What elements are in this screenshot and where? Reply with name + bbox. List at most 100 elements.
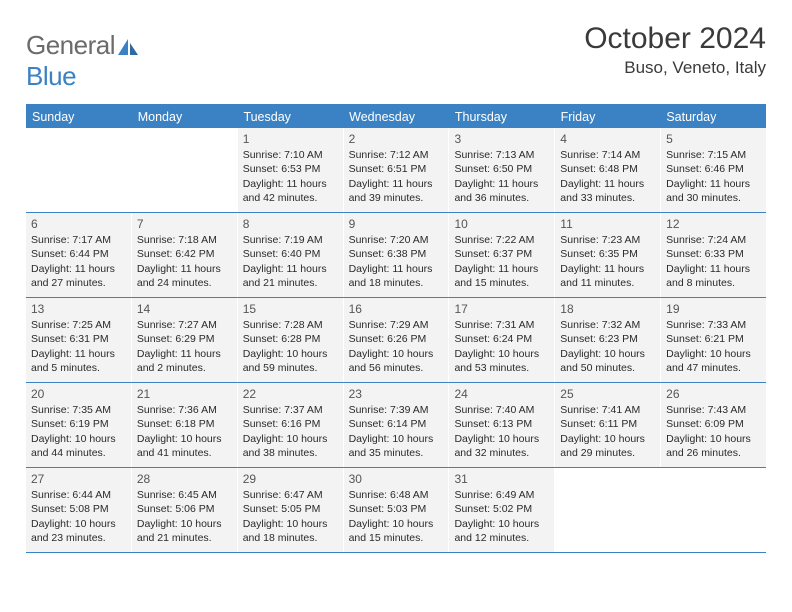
sunset-line: Sunset: 6:48 PM [560, 162, 655, 176]
sunset-line: Sunset: 5:03 PM [349, 502, 444, 516]
empty-cell [555, 468, 661, 552]
daylight-line: Daylight: 10 hours and 38 minutes. [243, 432, 338, 460]
sunrise-line: Sunrise: 7:41 AM [560, 403, 655, 417]
daylight-line: Daylight: 11 hours and 11 minutes. [560, 262, 655, 290]
week-row: 1Sunrise: 7:10 AMSunset: 6:53 PMDaylight… [26, 128, 766, 213]
sunrise-line: Sunrise: 7:24 AM [666, 233, 761, 247]
sunset-line: Sunset: 6:29 PM [137, 332, 232, 346]
day-cell: 2Sunrise: 7:12 AMSunset: 6:51 PMDaylight… [344, 128, 450, 212]
sunset-line: Sunset: 6:14 PM [349, 417, 444, 431]
day-cell: 31Sunrise: 6:49 AMSunset: 5:02 PMDayligh… [449, 468, 555, 552]
day-cell: 10Sunrise: 7:22 AMSunset: 6:37 PMDayligh… [449, 213, 555, 297]
sunset-line: Sunset: 6:19 PM [31, 417, 126, 431]
day-number: 14 [137, 301, 232, 317]
daylight-line: Daylight: 10 hours and 44 minutes. [31, 432, 126, 460]
location-text: Buso, Veneto, Italy [584, 58, 766, 78]
empty-cell [26, 128, 132, 212]
sunrise-line: Sunrise: 7:29 AM [349, 318, 444, 332]
daylight-line: Daylight: 10 hours and 18 minutes. [243, 517, 338, 545]
sunset-line: Sunset: 6:37 PM [454, 247, 549, 261]
calendar-grid: SundayMondayTuesdayWednesdayThursdayFrid… [26, 104, 766, 553]
day-number: 8 [243, 216, 338, 232]
daylight-line: Daylight: 10 hours and 12 minutes. [454, 517, 549, 545]
sunrise-line: Sunrise: 7:14 AM [560, 148, 655, 162]
day-cell: 26Sunrise: 7:43 AMSunset: 6:09 PMDayligh… [661, 383, 766, 467]
calendar-page: GeneralBlue October 2024 Buso, Veneto, I… [0, 0, 792, 571]
sunrise-line: Sunrise: 7:33 AM [666, 318, 761, 332]
day-cell: 3Sunrise: 7:13 AMSunset: 6:50 PMDaylight… [449, 128, 555, 212]
day-number: 19 [666, 301, 761, 317]
daylight-line: Daylight: 10 hours and 32 minutes. [454, 432, 549, 460]
day-cell: 29Sunrise: 6:47 AMSunset: 5:05 PMDayligh… [238, 468, 344, 552]
sunset-line: Sunset: 6:50 PM [454, 162, 549, 176]
daylight-line: Daylight: 11 hours and 5 minutes. [31, 347, 126, 375]
daylight-line: Daylight: 10 hours and 59 minutes. [243, 347, 338, 375]
day-cell: 7Sunrise: 7:18 AMSunset: 6:42 PMDaylight… [132, 213, 238, 297]
logo-text-blue: Blue [26, 61, 76, 91]
day-cell: 12Sunrise: 7:24 AMSunset: 6:33 PMDayligh… [661, 213, 766, 297]
day-number: 20 [31, 386, 126, 402]
daylight-line: Daylight: 10 hours and 41 minutes. [137, 432, 232, 460]
sunset-line: Sunset: 6:13 PM [454, 417, 549, 431]
sunrise-line: Sunrise: 7:39 AM [349, 403, 444, 417]
daylight-line: Daylight: 10 hours and 29 minutes. [560, 432, 655, 460]
day-cell: 24Sunrise: 7:40 AMSunset: 6:13 PMDayligh… [449, 383, 555, 467]
daylight-line: Daylight: 11 hours and 15 minutes. [454, 262, 549, 290]
day-number: 13 [31, 301, 126, 317]
day-cell: 20Sunrise: 7:35 AMSunset: 6:19 PMDayligh… [26, 383, 132, 467]
sunset-line: Sunset: 6:53 PM [243, 162, 338, 176]
sunset-line: Sunset: 5:06 PM [137, 502, 232, 516]
sunrise-line: Sunrise: 7:36 AM [137, 403, 232, 417]
sunrise-line: Sunrise: 6:44 AM [31, 488, 126, 502]
daylight-line: Daylight: 11 hours and 30 minutes. [666, 177, 761, 205]
daylight-line: Daylight: 10 hours and 47 minutes. [666, 347, 761, 375]
sunset-line: Sunset: 6:33 PM [666, 247, 761, 261]
sunset-line: Sunset: 6:40 PM [243, 247, 338, 261]
empty-cell [661, 468, 766, 552]
sunset-line: Sunset: 6:44 PM [31, 247, 126, 261]
day-number: 23 [349, 386, 444, 402]
daylight-line: Daylight: 10 hours and 26 minutes. [666, 432, 761, 460]
sunset-line: Sunset: 6:21 PM [666, 332, 761, 346]
daylight-line: Daylight: 11 hours and 42 minutes. [243, 177, 338, 205]
day-number: 25 [560, 386, 655, 402]
day-number: 10 [454, 216, 549, 232]
daylight-line: Daylight: 11 hours and 36 minutes. [454, 177, 549, 205]
day-number: 22 [243, 386, 338, 402]
sunrise-line: Sunrise: 7:13 AM [454, 148, 549, 162]
sunrise-line: Sunrise: 7:12 AM [349, 148, 444, 162]
day-number: 1 [243, 131, 338, 147]
daylight-line: Daylight: 11 hours and 39 minutes. [349, 177, 444, 205]
day-cell: 8Sunrise: 7:19 AMSunset: 6:40 PMDaylight… [238, 213, 344, 297]
sunset-line: Sunset: 6:28 PM [243, 332, 338, 346]
sunrise-line: Sunrise: 7:25 AM [31, 318, 126, 332]
sunrise-line: Sunrise: 7:43 AM [666, 403, 761, 417]
daylight-line: Daylight: 10 hours and 53 minutes. [454, 347, 549, 375]
sunset-line: Sunset: 6:09 PM [666, 417, 761, 431]
sunrise-line: Sunrise: 7:35 AM [31, 403, 126, 417]
daylight-line: Daylight: 11 hours and 33 minutes. [560, 177, 655, 205]
daylight-line: Daylight: 11 hours and 21 minutes. [243, 262, 338, 290]
day-number: 17 [454, 301, 549, 317]
sunrise-line: Sunrise: 7:15 AM [666, 148, 761, 162]
day-number: 29 [243, 471, 338, 487]
sunrise-line: Sunrise: 7:37 AM [243, 403, 338, 417]
day-cell: 27Sunrise: 6:44 AMSunset: 5:08 PMDayligh… [26, 468, 132, 552]
day-cell: 1Sunrise: 7:10 AMSunset: 6:53 PMDaylight… [238, 128, 344, 212]
week-row: 27Sunrise: 6:44 AMSunset: 5:08 PMDayligh… [26, 468, 766, 553]
day-cell: 22Sunrise: 7:37 AMSunset: 6:16 PMDayligh… [238, 383, 344, 467]
daylight-line: Daylight: 10 hours and 35 minutes. [349, 432, 444, 460]
day-cell: 18Sunrise: 7:32 AMSunset: 6:23 PMDayligh… [555, 298, 661, 382]
empty-cell [132, 128, 238, 212]
day-number: 31 [454, 471, 549, 487]
day-number: 30 [349, 471, 444, 487]
week-row: 20Sunrise: 7:35 AMSunset: 6:19 PMDayligh… [26, 383, 766, 468]
sunrise-line: Sunrise: 7:17 AM [31, 233, 126, 247]
sunrise-line: Sunrise: 7:20 AM [349, 233, 444, 247]
sunset-line: Sunset: 6:46 PM [666, 162, 761, 176]
weekday-header: Sunday [26, 106, 132, 128]
daylight-line: Daylight: 10 hours and 56 minutes. [349, 347, 444, 375]
sunrise-line: Sunrise: 7:27 AM [137, 318, 232, 332]
day-cell: 17Sunrise: 7:31 AMSunset: 6:24 PMDayligh… [449, 298, 555, 382]
daylight-line: Daylight: 11 hours and 8 minutes. [666, 262, 761, 290]
